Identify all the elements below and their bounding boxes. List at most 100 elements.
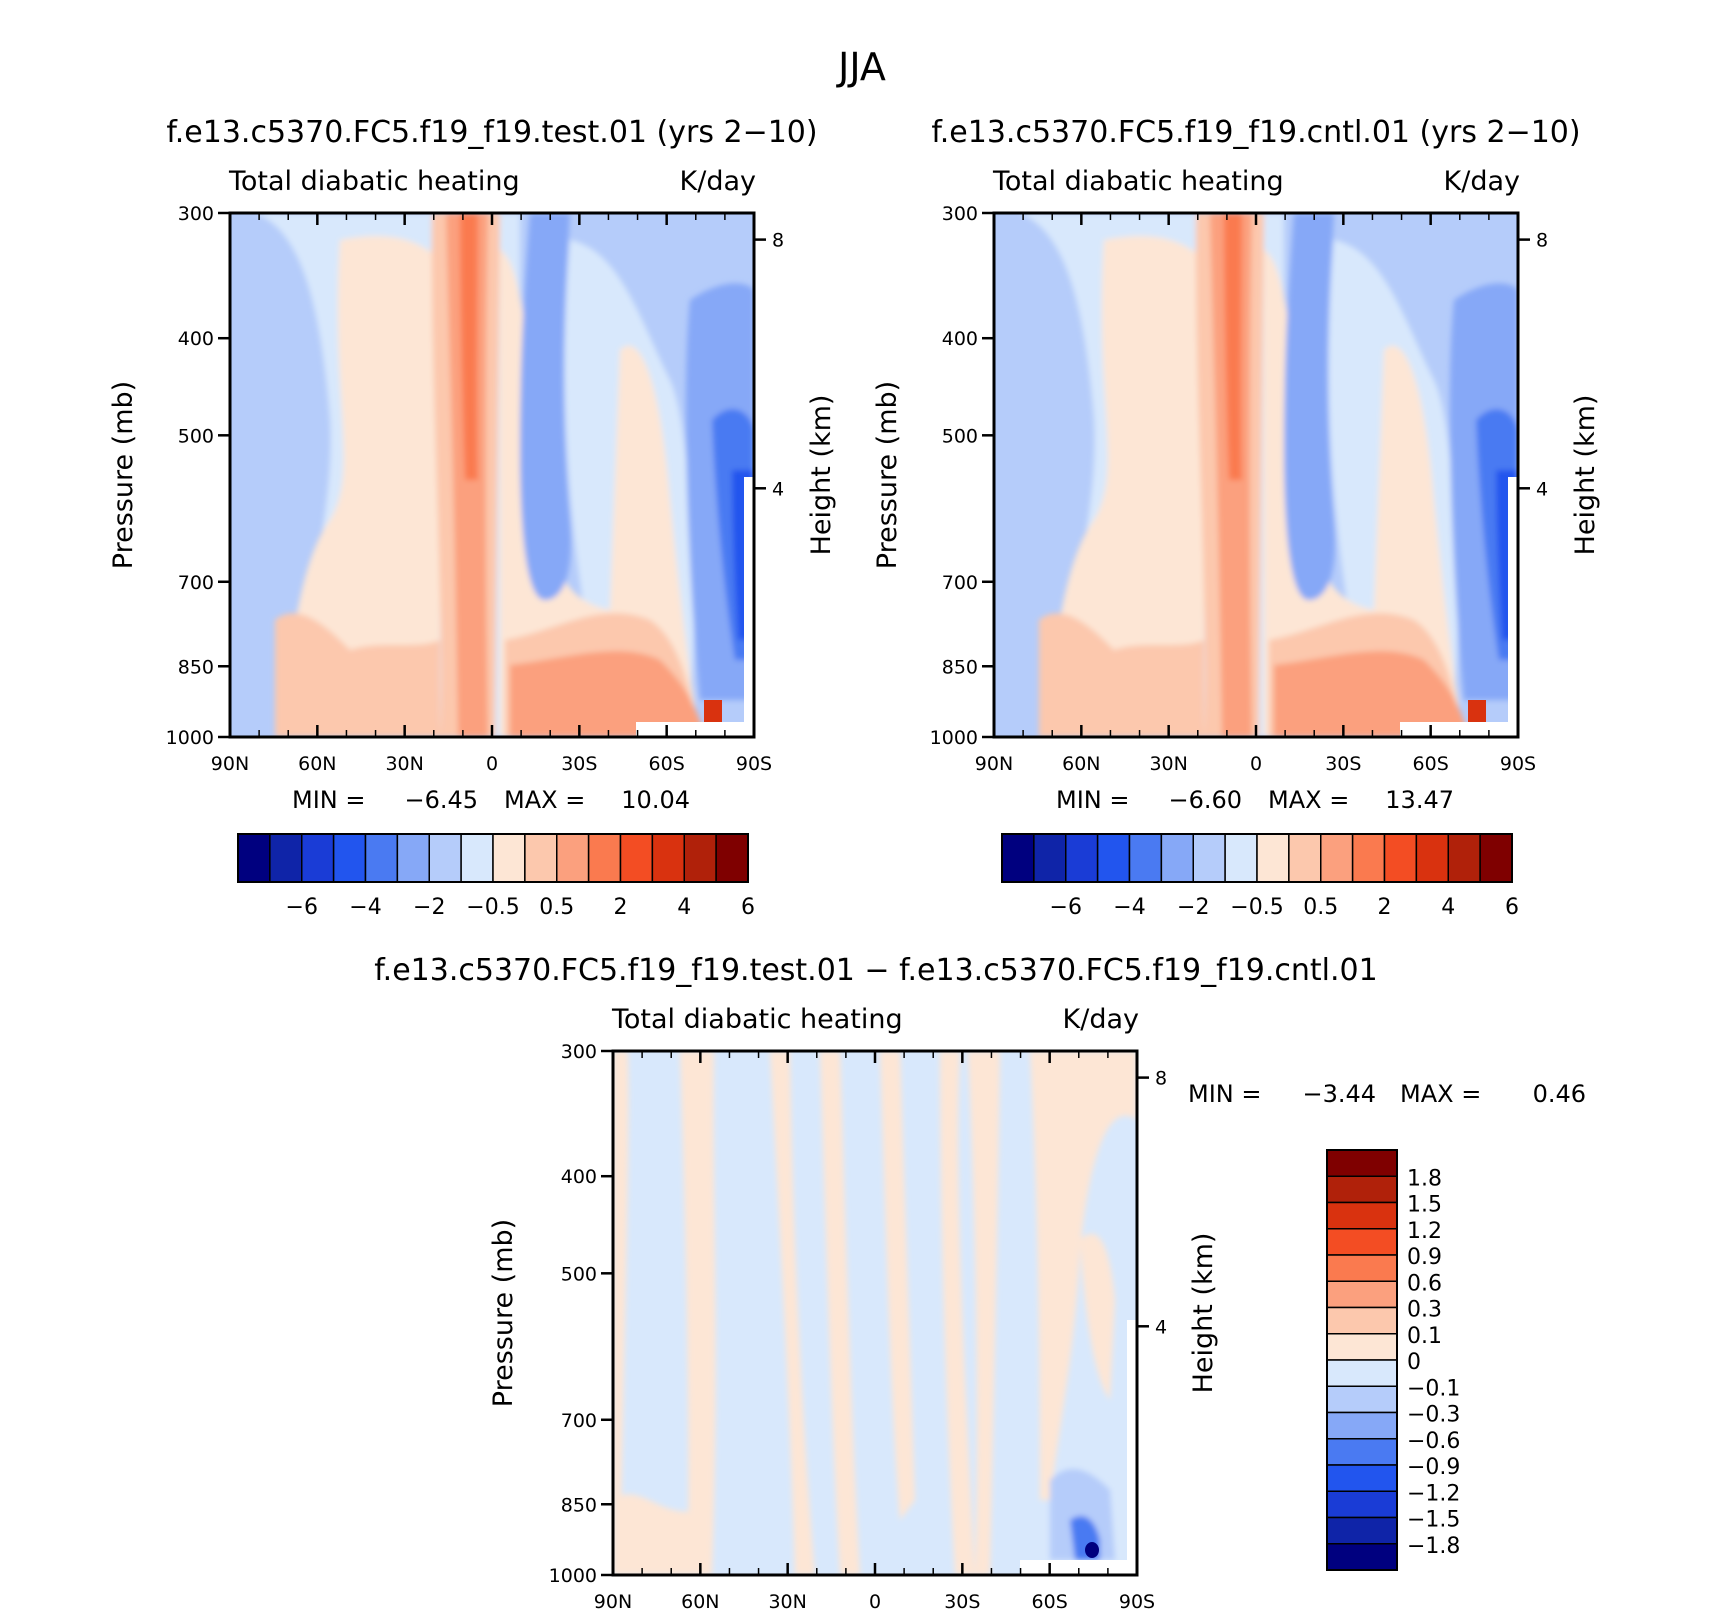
colorbar-box (1320, 833, 1354, 883)
colorbar-box (1326, 1333, 1398, 1361)
colorbar-label: 0.9 (1407, 1245, 1442, 1270)
field-contour-southern-warm-core (1274, 651, 1469, 737)
field-contour-southern-warm (1264, 250, 1464, 737)
colorbar-box (237, 833, 271, 883)
x-tick-label: 60N (1062, 753, 1100, 775)
colorbar-box (1326, 1201, 1398, 1230)
panel-cntl-max-value: 13.47 (1385, 786, 1454, 814)
y-tick-label: 850 (942, 656, 978, 678)
y-tick-label: 400 (561, 1166, 597, 1188)
x-tick-label: 60N (681, 1591, 719, 1611)
x-tick-label: 30N (385, 753, 423, 775)
colorbar-box (332, 833, 367, 883)
colorbar-box (1326, 1543, 1398, 1571)
field-contour-subtropical-subsidence (1284, 213, 1335, 600)
colorbar-label: 1.8 (1407, 1166, 1442, 1191)
colorbar-label: 0.1 (1407, 1324, 1442, 1349)
colorbar-label: −2 (413, 895, 445, 920)
y-tick-label: 400 (178, 328, 214, 350)
y-tick-label: 300 (942, 203, 978, 225)
x-tick-label: 90N (594, 1591, 632, 1611)
x-tick-label: 30S (561, 753, 597, 775)
colorbar-box (1326, 1385, 1398, 1414)
colorbar-box (301, 833, 335, 883)
panel-cntl-ylabel: Pressure (mb) (872, 381, 903, 569)
colorbar-box (1326, 1438, 1398, 1466)
panel-diff-right-string: K/day (1063, 1004, 1139, 1035)
colorbar-box (587, 833, 622, 883)
field-missing-orography (1127, 1320, 1137, 1575)
colorbar-label: −0.3 (1407, 1403, 1460, 1428)
colorbar-box (364, 833, 399, 883)
colorbar-label: 0.6 (1407, 1271, 1442, 1296)
field-contour-warm-band-6 (940, 1051, 975, 1575)
x-tick-label: 60S (1413, 753, 1449, 775)
y2-tick-label: 8 (1536, 230, 1548, 252)
x-tick-label: 30N (1149, 753, 1187, 775)
panel-diff-title: f.e13.c5370.FC5.f19_f19.test.01 − f.e13.… (374, 953, 1377, 988)
colorbar-frame (237, 833, 749, 883)
colorbar-box (1326, 1411, 1398, 1440)
field-missing-orography (1508, 477, 1518, 737)
colorbar-box (1033, 833, 1067, 883)
panel-diff-x-ticks: 90N 60N 30N 0 30S 60S 90S (594, 1051, 1155, 1611)
y-tick-label: 850 (178, 656, 214, 678)
x-tick-label: 60N (298, 753, 336, 775)
panel-cntl-y2-ticks: 84 (1518, 230, 1548, 500)
colorbar-label: 0.5 (1303, 895, 1338, 920)
panel-cntl-max-label: MAX = (1268, 786, 1349, 814)
field-contour-warm-band-5 (880, 1051, 915, 1520)
colorbar-box (1326, 1228, 1398, 1256)
colorbar-label: 1.5 (1407, 1193, 1442, 1218)
panel-test-y-ticks: 300 400 500 700 850 1000 (166, 203, 230, 749)
y-tick-label: 700 (178, 572, 214, 594)
colorbar-frame (1326, 1149, 1398, 1571)
panel-cntl-right-string: K/day (1444, 166, 1520, 197)
x-tick-label: 30N (768, 1591, 806, 1611)
y-tick-label: 1000 (166, 727, 214, 749)
colorbar-label: −0.9 (1407, 1455, 1460, 1480)
y-tick-label: 400 (942, 328, 978, 350)
colorbar-box (269, 833, 303, 883)
colorbar-box (619, 833, 654, 883)
colorbar-box (1192, 833, 1226, 883)
panel-diff-max-label: MAX = (1400, 1080, 1481, 1108)
y-tick-label: 850 (561, 1494, 597, 1516)
panel-diff: f.e13.c5370.FC5.f19_f19.test.01 − f.e13.… (374, 953, 1586, 1611)
panel-cntl-y-ticks: 300 400 500 700 850 1000 (930, 203, 994, 749)
field-contour-warm-band-8 (1030, 1051, 1137, 1500)
field-contour-warm-band-3 (770, 1051, 815, 1575)
colorbar-box (492, 833, 526, 883)
colorbar-label: −2 (1177, 895, 1209, 920)
colorbar-box (1383, 833, 1418, 883)
colorbar-label: −4 (1113, 895, 1145, 920)
x-tick-label: 30S (944, 1591, 980, 1611)
y2-tick-label: 8 (772, 230, 784, 252)
x-tick-label: 90S (1500, 753, 1536, 775)
panel-cntl-min-label: MIN = (1056, 786, 1129, 814)
colorbar-box (1160, 833, 1194, 883)
x-tick-label: 90N (211, 753, 249, 775)
panel-diff-min-value: −3.44 (1302, 1080, 1376, 1108)
colorbar-label: −1.8 (1407, 1534, 1460, 1559)
colorbar-label: 6 (1505, 895, 1519, 920)
colorbar-box (1001, 833, 1035, 883)
y-tick-label: 500 (561, 1263, 597, 1285)
colorbar-box (1447, 833, 1481, 883)
colorbar-label: −6 (286, 895, 318, 920)
colorbar-box (715, 833, 749, 883)
colorbar-box (1326, 1306, 1398, 1335)
panel-diff-left-string: Total diabatic heating (611, 1004, 903, 1035)
field-missing-orography (744, 477, 754, 737)
colorbar-label: −0.5 (466, 895, 519, 920)
colorbar-box (683, 833, 717, 883)
colorbar-box (1288, 833, 1322, 883)
colorbar-label: 4 (1441, 895, 1455, 920)
x-tick-label: 60S (649, 753, 685, 775)
panel-diff-y2label: Height (km) (1188, 1233, 1219, 1394)
field-contour-warm-lowlevel (613, 1494, 705, 1575)
field-contour-warm-lowlevel (275, 613, 440, 737)
panel-cntl-y2label: Height (km) (1570, 395, 1601, 556)
field-contour-warm-band-4 (820, 1051, 860, 1575)
